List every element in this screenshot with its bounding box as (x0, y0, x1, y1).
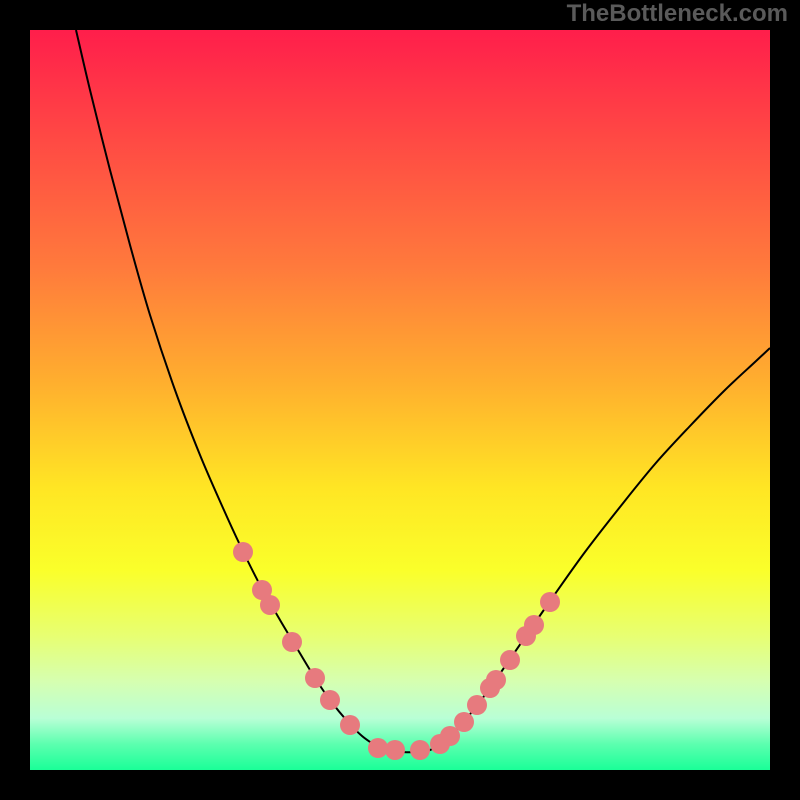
marker-point (340, 715, 360, 735)
chart-frame: TheBottleneck.com (0, 0, 800, 800)
marker-point (410, 740, 430, 760)
marker-point (524, 615, 544, 635)
marker-point (282, 632, 302, 652)
marker-point (486, 670, 506, 690)
marker-point (233, 542, 253, 562)
marker-point (320, 690, 340, 710)
marker-point (368, 738, 388, 758)
marker-point (305, 668, 325, 688)
bottleneck-chart (0, 0, 800, 800)
marker-point (385, 740, 405, 760)
marker-point (540, 592, 560, 612)
marker-point (454, 712, 474, 732)
marker-point (500, 650, 520, 670)
plot-background (30, 30, 770, 770)
marker-point (260, 595, 280, 615)
marker-point (467, 695, 487, 715)
